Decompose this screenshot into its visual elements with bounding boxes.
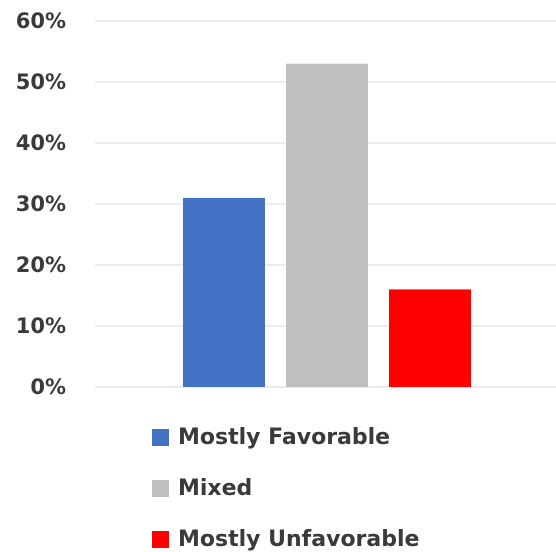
bars bbox=[183, 63, 471, 387]
legend-label-mostly-favorable: Mostly Favorable bbox=[178, 424, 391, 450]
legend-label-mostly-unfavorable: Mostly Unfavorable bbox=[178, 526, 420, 552]
legend-swatch-mixed bbox=[152, 479, 169, 497]
y-axis-tick-labels: 0% 10% 20% 30% 40% 50% 60% bbox=[16, 9, 66, 399]
legend: Mostly Favorable Mixed Mostly Unfavorabl… bbox=[152, 424, 419, 552]
y-tick-label-0: 0% bbox=[30, 375, 66, 399]
y-tick-label-5: 50% bbox=[16, 70, 66, 94]
y-tick-label-4: 40% bbox=[16, 131, 66, 155]
y-tick-label-3: 30% bbox=[16, 192, 66, 216]
bar-mostly-favorable bbox=[183, 197, 265, 387]
legend-swatch-mostly-unfavorable bbox=[152, 530, 169, 548]
y-tick-label-2: 20% bbox=[16, 253, 66, 277]
legend-label-mixed: Mixed bbox=[178, 475, 253, 501]
y-tick-label-1: 10% bbox=[16, 314, 66, 338]
legend-item-mostly-favorable: Mostly Favorable bbox=[152, 424, 419, 450]
legend-item-mixed: Mixed bbox=[152, 475, 419, 501]
legend-swatch-mostly-favorable bbox=[152, 428, 169, 446]
legend-item-mostly-unfavorable: Mostly Unfavorable bbox=[152, 526, 419, 552]
bar-chart: 0% 10% 20% 30% 40% 50% 60% bbox=[16, 9, 556, 399]
bar-mostly-unfavorable bbox=[389, 289, 471, 387]
y-tick-label-6: 60% bbox=[16, 9, 66, 33]
bar-mixed bbox=[286, 63, 368, 387]
